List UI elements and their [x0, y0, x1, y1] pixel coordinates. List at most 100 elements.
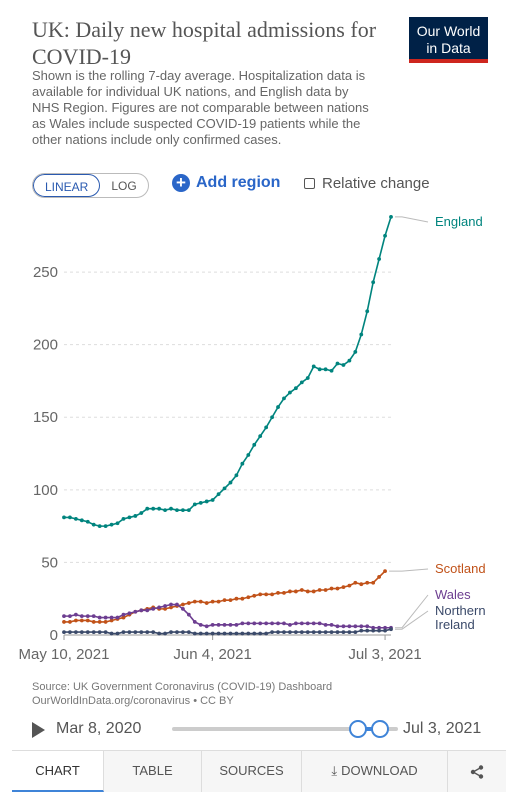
data-point: [288, 589, 292, 594]
data-point: [151, 630, 156, 634]
data-point: [299, 621, 304, 626]
data-point: [341, 624, 346, 629]
data-point: [347, 624, 352, 629]
data-point: [258, 621, 263, 626]
data-point: [103, 620, 108, 624]
tab-chart[interactable]: CHART: [12, 751, 104, 792]
data-point: [85, 614, 90, 619]
linear-scale-button[interactable]: LINEAR: [33, 174, 101, 197]
relative-change-toggle[interactable]: Relative change: [304, 175, 430, 192]
timeline-start-handle[interactable]: [349, 720, 367, 738]
relative-change-label: Relative change: [322, 175, 430, 192]
data-point: [270, 621, 274, 626]
data-point: [365, 580, 370, 585]
timeline-end-date: Jul 3, 2021: [403, 720, 482, 737]
data-point: [186, 601, 191, 605]
data-point: [133, 609, 138, 614]
data-point: [329, 368, 334, 373]
share-icon: [470, 764, 484, 779]
play-icon[interactable]: [32, 722, 45, 738]
data-point: [246, 631, 251, 636]
data-point: [169, 605, 173, 610]
data-point: [311, 364, 316, 369]
data-point: [216, 492, 221, 497]
data-point: [317, 588, 322, 592]
logo-line-1: Our World: [416, 23, 481, 39]
y-tick-label: 0: [50, 627, 58, 644]
data-point: [353, 630, 358, 634]
tab-download[interactable]: ⤓ DOWNLOAD: [302, 751, 448, 792]
series-label: Wales: [435, 587, 471, 602]
data-point: [85, 519, 90, 524]
data-point: [68, 614, 72, 619]
plus-circle-icon: +: [172, 174, 190, 192]
data-point: [377, 628, 382, 633]
data-point: [210, 498, 215, 502]
log-scale-button[interactable]: LOG: [111, 179, 137, 193]
data-point: [91, 620, 96, 624]
relative-change-checkbox[interactable]: [304, 178, 315, 189]
data-point: [353, 350, 358, 354]
data-point: [276, 591, 280, 595]
data-point: [276, 630, 280, 634]
owid-logo[interactable]: Our World in Data: [409, 17, 488, 63]
data-point: [139, 630, 144, 634]
data-point: [186, 630, 191, 634]
data-point: [115, 631, 120, 636]
data-point: [222, 598, 227, 603]
data-point: [157, 506, 162, 511]
data-point: [335, 361, 340, 366]
data-point: [258, 592, 263, 597]
y-tick-label: 250: [33, 264, 58, 281]
data-point: [181, 630, 185, 634]
data-point: [299, 630, 304, 634]
x-tick-label: Jul 3, 2021: [348, 646, 421, 663]
data-point: [169, 630, 173, 634]
data-point: [305, 376, 310, 380]
data-point: [103, 630, 108, 634]
data-point: [258, 434, 263, 439]
share-button[interactable]: [448, 751, 506, 792]
data-point: [163, 631, 167, 636]
data-point: [157, 631, 162, 636]
add-region-label: Add region: [196, 174, 281, 191]
data-point: [311, 630, 316, 634]
data-point: [139, 511, 144, 515]
data-point: [216, 599, 221, 604]
data-point: [264, 621, 269, 626]
data-point: [181, 606, 185, 611]
timeline-end-handle[interactable]: [371, 720, 389, 738]
data-point: [288, 622, 292, 627]
source-url-line[interactable]: OurWorldInData.org/coronavirus • CC BY: [32, 695, 234, 707]
data-point: [383, 233, 387, 238]
add-region-button[interactable]: + Add region: [172, 174, 280, 192]
data-point: [192, 599, 197, 604]
tab-sources[interactable]: SOURCES: [202, 751, 302, 792]
data-point: [264, 592, 269, 597]
data-point: [317, 630, 322, 634]
data-point: [115, 615, 120, 620]
y-tick-label: 150: [33, 409, 58, 426]
data-point: [103, 615, 108, 620]
data-point: [335, 630, 340, 634]
download-icon: ⤓: [331, 763, 338, 778]
data-point: [240, 631, 245, 636]
data-point: [329, 622, 334, 627]
data-point: [73, 612, 78, 617]
chart-grid: [64, 271, 391, 636]
data-point: [163, 606, 167, 611]
data-point: [252, 621, 257, 626]
timeline-start-date: Mar 8, 2020: [56, 720, 142, 737]
data-point: [79, 618, 84, 623]
data-point: [288, 630, 292, 634]
data-point: [228, 480, 233, 485]
data-point: [97, 524, 102, 529]
tab-table[interactable]: TABLE: [104, 751, 202, 792]
data-point: [175, 602, 179, 607]
data-point: [216, 631, 221, 636]
data-point: [317, 367, 322, 372]
timeline-track[interactable]: [172, 727, 398, 731]
data-point: [293, 589, 298, 594]
data-point: [68, 515, 72, 520]
data-point: [97, 615, 102, 620]
